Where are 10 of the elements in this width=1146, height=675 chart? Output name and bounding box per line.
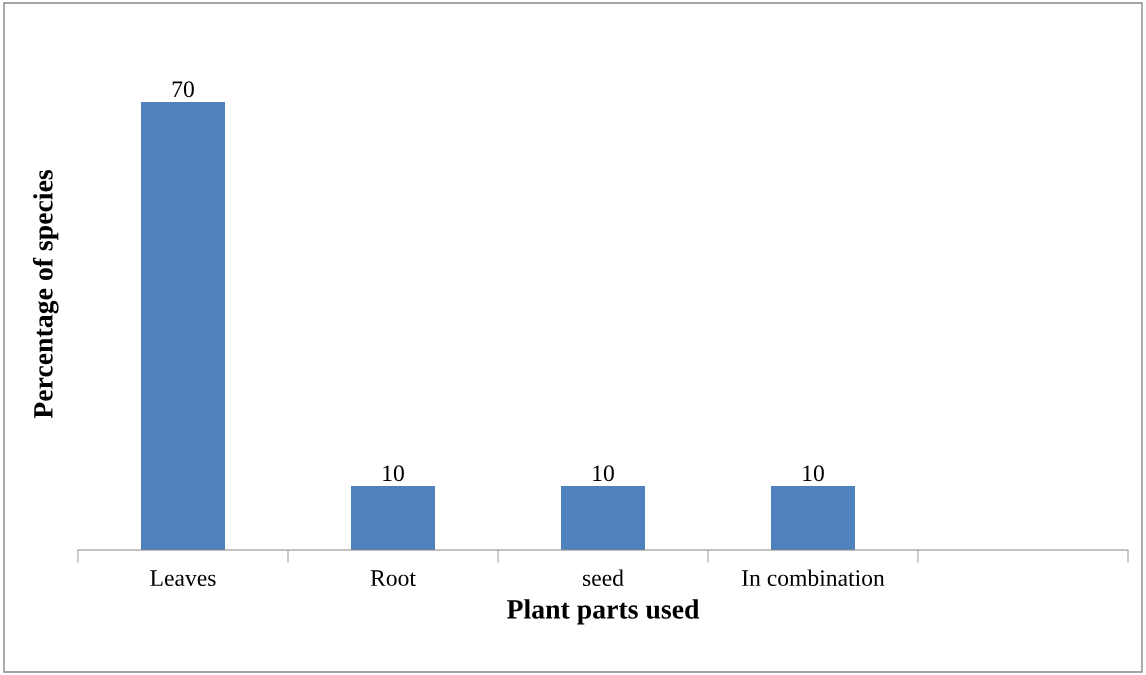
y-axis-title: Percentage of species: [32, 169, 59, 419]
x-tick-label: In combination: [742, 569, 885, 587]
x-axis-title: Plant parts used: [507, 599, 700, 625]
data-label: 70: [172, 81, 194, 98]
x-tick-label: Root: [370, 570, 416, 587]
x-tick-label: Leaves: [150, 570, 216, 587]
data-label: 10: [593, 465, 614, 482]
x-tick-label: seed: [582, 569, 624, 587]
data-label: 10: [383, 465, 404, 482]
data-label: 10: [803, 465, 824, 482]
